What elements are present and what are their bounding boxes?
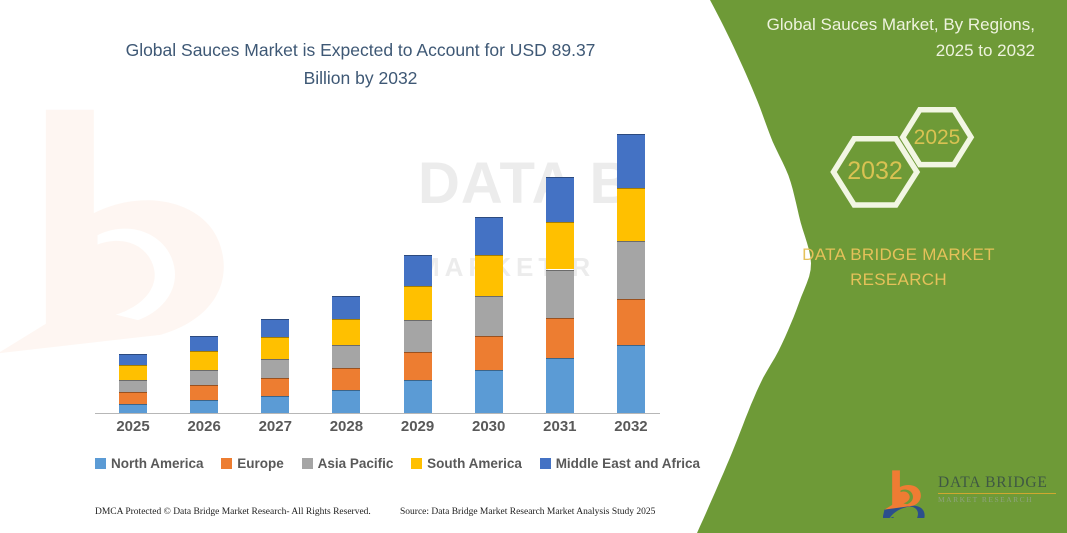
svg-text:2032: 2032: [847, 157, 903, 185]
svg-text:2025: 2025: [914, 126, 961, 149]
